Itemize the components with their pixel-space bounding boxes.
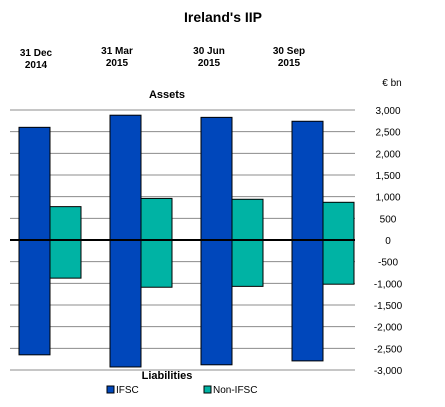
bar-non-ifsc-liabilities (140, 239, 173, 288)
y-tick-label: 1,500 (375, 171, 400, 182)
y-tick-label: 500 (380, 214, 397, 225)
period-label: 30 Sep 2015 (273, 46, 305, 69)
bar-non-ifsc-assets (322, 201, 355, 241)
legend-label: IFSC (116, 385, 139, 396)
period-label: 30 Jun 2015 (193, 46, 225, 69)
legend-label: Non-IFSC (213, 385, 257, 396)
chart-title: Ireland's IIP (184, 9, 262, 25)
period-label: 31 Mar 2015 (101, 46, 133, 69)
y-tick-label: 3,000 (375, 106, 400, 117)
liabilities-label: Liabilities (142, 370, 193, 382)
bar-ifsc-liabilities (109, 239, 142, 368)
bar-non-ifsc-assets (231, 198, 264, 241)
bars (18, 114, 355, 368)
legend-swatch (106, 385, 115, 394)
bar-ifsc-liabilities (18, 239, 51, 356)
bar-non-ifsc-liabilities (49, 239, 82, 279)
y-tick-label: 2,500 (375, 128, 400, 139)
y-tick-label: -500 (378, 258, 398, 269)
bar-ifsc-assets (18, 126, 51, 241)
bar-ifsc-assets (109, 114, 142, 241)
bar-ifsc-assets (200, 116, 233, 241)
legend: IFSC Non-IFSC (106, 385, 257, 396)
y-tick-label: -2,000 (374, 323, 403, 334)
legend-swatch (203, 385, 212, 394)
bar-ifsc-assets (291, 120, 324, 241)
bar-non-ifsc-liabilities (231, 239, 264, 287)
unit-label: € bn (382, 78, 401, 89)
y-tick-label: -1,000 (374, 279, 403, 290)
assets-label: Assets (149, 89, 185, 101)
bar-non-ifsc-assets (49, 206, 82, 241)
period-labels: 31 Dec 2014 31 Mar 2015 30 Jun 2015 30 Sep 2015 (20, 46, 305, 71)
y-tick-label: -1,500 (374, 301, 403, 312)
y-tick-label: 1,000 (375, 193, 400, 204)
y-axis-ticks: 3,000 2,500 2,000 1,500 1,000 500 0 -500 -1,000 -… (374, 106, 403, 377)
bar-ifsc-liabilities (291, 239, 324, 362)
y-tick-label: -2,500 (374, 344, 403, 355)
bar-non-ifsc-liabilities (322, 239, 355, 285)
period-label: 31 Dec 2014 (20, 48, 53, 71)
bar-non-ifsc-assets (140, 197, 173, 241)
y-tick-label: 2,000 (375, 149, 400, 160)
y-tick-label: -3,000 (374, 366, 403, 377)
y-tick-label: 0 (385, 236, 391, 247)
bar-ifsc-liabilities (200, 239, 233, 366)
